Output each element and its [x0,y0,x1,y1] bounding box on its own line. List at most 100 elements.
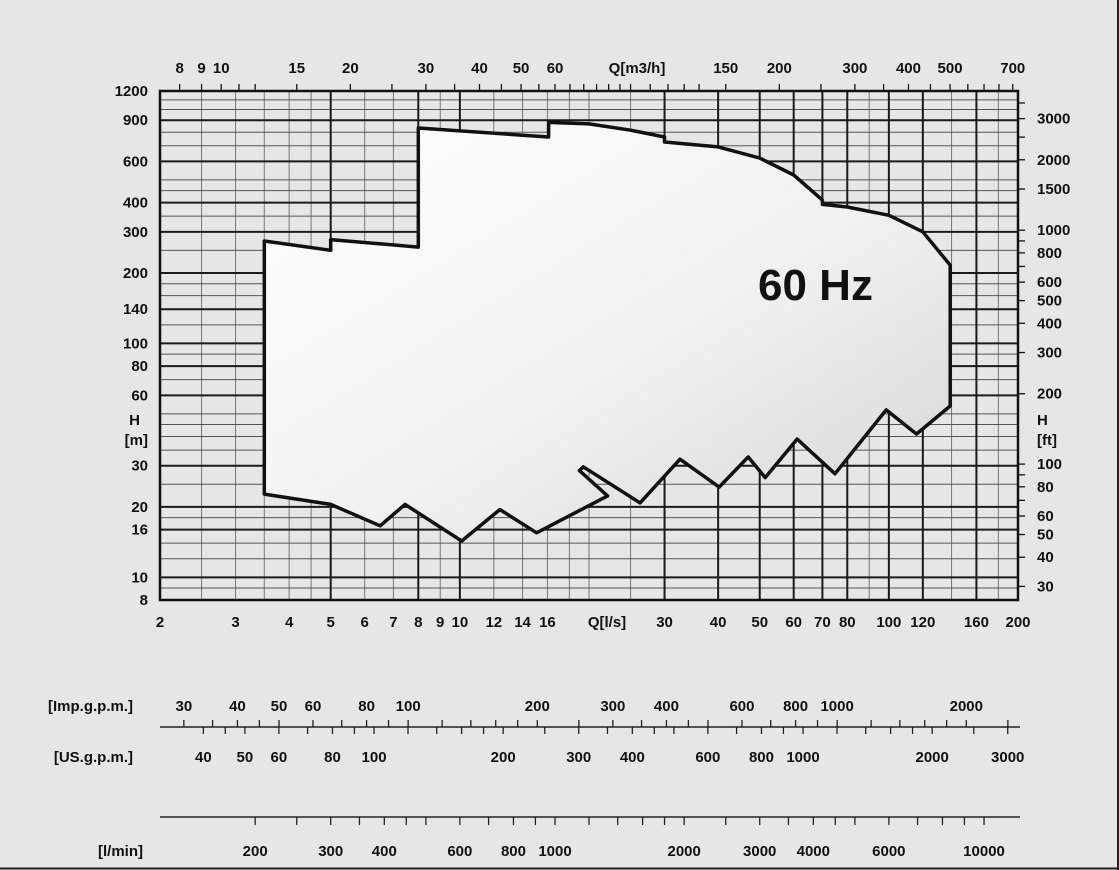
x-tick-label-bottom: 160 [964,614,989,631]
us-gpm-tick-label: 60 [271,749,288,766]
x-tick-label-bottom: 70 [814,614,831,631]
lmin-tick-label: 6000 [872,843,905,860]
lmin-tick-label: 800 [501,843,526,860]
y-tick-label-right: 1500 [1037,181,1070,198]
x-label-bottom: Q[l/s] [588,614,626,631]
y-tick-label-right: 50 [1037,527,1054,544]
imp-gpm-tick-label: 50 [271,698,288,715]
us-gpm-tick-label: 40 [195,749,212,766]
y-tick-label-right: 60 [1037,508,1054,525]
x-tick-label-bottom: 7 [389,614,397,631]
x-tick-label-bottom: 3 [231,614,239,631]
x-tick-label-bottom: 9 [436,614,444,631]
axes: 2 3 4 5 6 7 8 9 10 12 14 16 30 40 50 60 70 80 100 120 160 200… [115,60,1071,631]
imp-gpm-tick-label: 800 [783,698,808,715]
lmin-tick-label: 300 [318,843,343,860]
x-tick-label-bottom: 80 [839,614,856,631]
lmin-tick-label: 3000 [743,843,776,860]
lmin-tick-label: 1000 [538,843,571,860]
x-label-top: Q[m3/h] [609,60,666,77]
x-tick-label-top: 8 [175,60,183,77]
y-tick-label-left: 30 [131,458,148,475]
imp-gpm-tick-label: 40 [229,698,246,715]
y-label-right-unit: [ft] [1037,432,1057,449]
lmin-scale-label: [l/min] [98,843,143,860]
us-gpm-tick-label: 2000 [915,749,948,766]
x-tick-label-bottom: 2 [156,614,164,631]
x-tick-label-top: 30 [418,60,435,77]
x-tick-label-bottom: 5 [327,614,335,631]
y-label-left-h: H [129,412,140,429]
y-tick-label-right: 300 [1037,345,1062,362]
us-gpm-tick-label: 300 [566,749,591,766]
y-tick-label-right: 100 [1037,456,1062,473]
y-tick-label-right: 2000 [1037,152,1070,169]
x-tick-label-top: 20 [342,60,359,77]
x-tick-label-top: 200 [767,60,792,77]
x-tick-label-top: 400 [896,60,921,77]
y-tick-label-right: 600 [1037,274,1062,291]
us-gpm-tick-label: 3000 [991,749,1024,766]
imp-gpm-tick-label: 400 [654,698,679,715]
imp-gpm-tick-label: 200 [525,698,550,715]
x-tick-label-top: 50 [513,60,530,77]
x-tick-label-top: 700 [1000,60,1025,77]
x-tick-label-top: 40 [471,60,488,77]
x-tick-label-bottom: 16 [539,614,556,631]
x-tick-label-bottom: 50 [751,614,768,631]
y-tick-label-left: 8 [140,592,148,609]
y-tick-label-left: 200 [123,265,148,282]
us-gpm-tick-label: 200 [491,749,516,766]
flow-conversion-scales: [Imp.g.p.m.] 30 40 50 60 80 100 200 300 400 600 800… [48,698,1024,860]
y-tick-label-right: 80 [1037,479,1054,496]
y-tick-label-right: 400 [1037,315,1062,332]
x-tick-label-bottom: 40 [710,614,727,631]
x-tick-label-bottom: 12 [485,614,502,631]
y-tick-label-left: 60 [131,387,148,404]
imp-gpm-tick-label: 600 [729,698,754,715]
y-tick-label-left: 20 [131,499,148,516]
imp-gpm-tick-label: 100 [396,698,421,715]
lmin-tick-label: 2000 [667,843,700,860]
performance-envelope [262,120,952,543]
lmin-tick-label: 4000 [797,843,830,860]
x-tick-label-bottom: 4 [285,614,294,631]
y-tick-label-right: 40 [1037,549,1054,566]
x-tick-label-top: 15 [288,60,305,77]
us-gpm-tick-label: 600 [695,749,720,766]
y-tick-label-right: 3000 [1037,111,1070,128]
us-gpm-tick-label: 1000 [786,749,819,766]
y-label-right-h: H [1037,412,1048,429]
us-gpm-tick-label: 400 [620,749,645,766]
imp-gpm-tick-label: 300 [600,698,625,715]
y-tick-label-right: 1000 [1037,222,1070,239]
y-tick-label-left: 400 [123,195,148,212]
lmin-tick-label: 400 [372,843,397,860]
us-gpm-tick-label: 80 [324,749,341,766]
y-tick-label-right: 800 [1037,245,1062,262]
y-tick-label-left: 300 [123,224,148,241]
x-tick-label-top: 10 [213,60,230,77]
x-tick-label-bottom: 200 [1005,614,1030,631]
y-tick-label-left: 100 [123,335,148,352]
x-tick-label-bottom: 120 [910,614,935,631]
y-tick-label-left: 900 [123,112,148,129]
x-tick-label-top: 150 [713,60,738,77]
imp-gpm-tick-label: 60 [305,698,322,715]
us-gpm-scale-label: [US.g.p.m.] [54,749,133,766]
y-tick-label-left: 1200 [115,83,148,100]
imp-gpm-tick-label: 1000 [820,698,853,715]
imp-gpm-scale-label: [Imp.g.p.m.] [48,698,133,715]
plot-frame [158,89,1020,602]
x-tick-label-top: 9 [197,60,205,77]
x-tick-label-bottom: 60 [785,614,802,631]
x-tick-label-top: 300 [842,60,867,77]
x-tick-label-bottom: 30 [656,614,673,631]
y-tick-label-right: 500 [1037,293,1062,310]
us-gpm-tick-label: 50 [237,749,254,766]
lmin-tick-label: 600 [447,843,472,860]
y-tick-label-left: 10 [131,569,148,586]
x-tick-label-top: 60 [547,60,564,77]
lmin-tick-label: 10000 [963,843,1005,860]
